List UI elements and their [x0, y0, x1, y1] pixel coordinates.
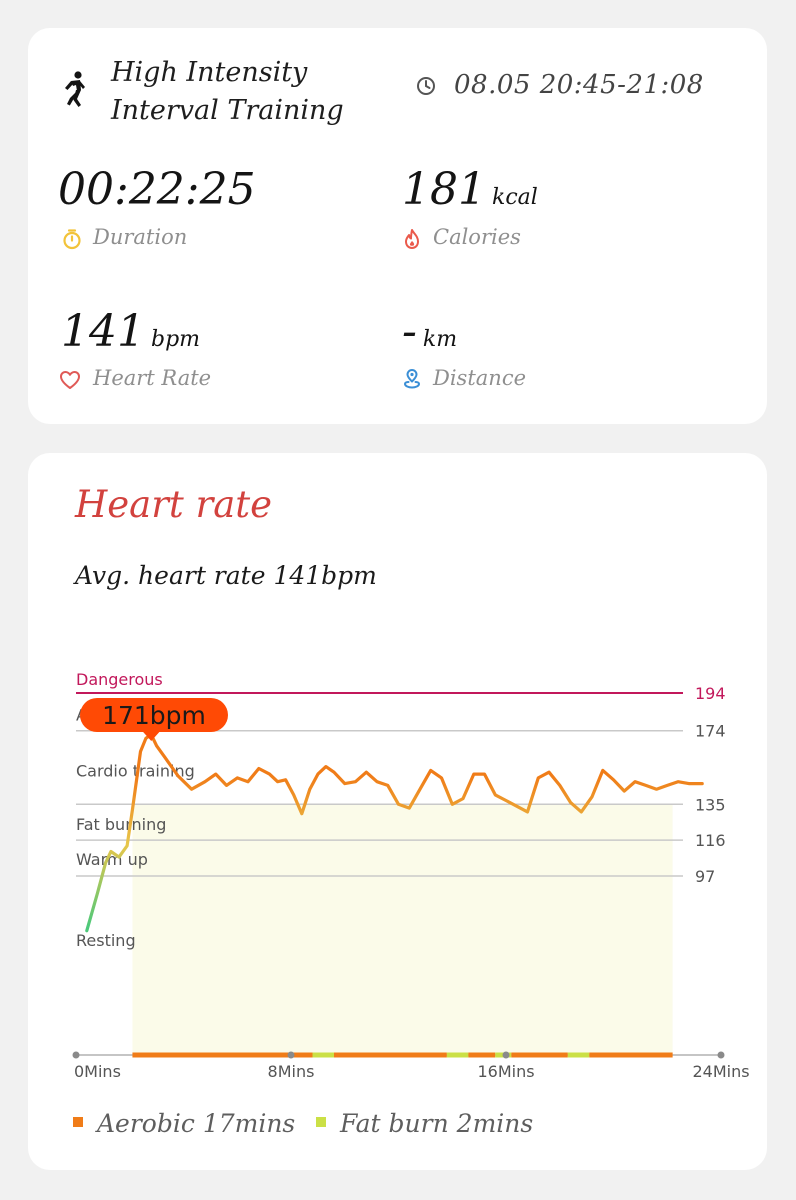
- zone-bar-segment: [312, 1052, 334, 1058]
- aerobic-zone-fill: [132, 804, 673, 1055]
- heart-rate-unit: bpm: [150, 327, 201, 352]
- tooltip-label: 171bpm: [102, 701, 206, 730]
- flame-icon: [405, 229, 419, 249]
- heart-rate-chart[interactable]: 194Dangerous174Anaerobic135Cardio traini…: [28, 453, 767, 1170]
- zone-bar-segment: [334, 1052, 447, 1058]
- location-pin-icon: [404, 369, 421, 389]
- fat-burn-value: 2mins: [456, 1109, 534, 1138]
- heart-rate-title: Heart rate: [75, 483, 273, 526]
- x-tick-label: 8Mins: [268, 1062, 315, 1081]
- anaerobic-threshold-label: 174: [695, 722, 726, 741]
- clock-icon: [417, 77, 435, 95]
- fat-burn-swatch: [316, 1116, 326, 1127]
- workout-title-line1: High Intensity: [111, 57, 308, 88]
- duration-number: 00:22:25: [58, 164, 256, 215]
- cardio-training-zone-label: Cardio training: [76, 761, 195, 780]
- legend-aerobic: Aerobic 17mins: [73, 1109, 295, 1138]
- aerobic-name: Aerobic: [97, 1109, 195, 1138]
- aerobic-value: 17mins: [202, 1109, 296, 1138]
- distance-value: - km: [402, 306, 457, 357]
- tooltip-bubble: [80, 698, 228, 732]
- resting-zone-label: Resting: [76, 931, 136, 950]
- x-tick-label: 24Mins: [692, 1062, 749, 1081]
- distance-number: -: [402, 306, 417, 357]
- duration-value: 00:22:25: [58, 164, 256, 215]
- legend-fat-burn: Fat burn 2mins: [316, 1109, 533, 1138]
- calories-unit: kcal: [491, 185, 538, 210]
- dangerous-zone-label: Dangerous: [76, 670, 163, 689]
- stopwatch-icon: [63, 229, 81, 250]
- zone-bar-segment: [468, 1052, 496, 1058]
- warm-up-zone-label: Warm up: [76, 850, 148, 869]
- distance-label: Distance: [433, 366, 527, 390]
- workout-title: High Intensity Interval Training: [111, 54, 411, 130]
- time-range: 08.05 20:45-21:08: [454, 70, 704, 100]
- duration-label: Duration: [93, 225, 188, 249]
- aerobic-swatch: [73, 1116, 83, 1127]
- heart-rate-card: Heart rate Avg. heart rate 141bpm 194 Dan…: [28, 453, 767, 1170]
- heart-rate-label: Heart Rate: [93, 366, 212, 390]
- zone-bar-segment: [446, 1052, 469, 1058]
- x-tick-label: 16Mins: [477, 1062, 534, 1081]
- calories-label: Calories: [433, 225, 521, 249]
- heart-rate-number: 141: [61, 306, 145, 357]
- heart-icon: [60, 371, 80, 389]
- x-tick-label: 0Mins: [74, 1062, 121, 1081]
- x-tick-dot: [72, 1051, 80, 1059]
- x-tick-dot: [717, 1051, 725, 1059]
- zone-bar-segment: [567, 1052, 590, 1058]
- tooltip-pointer: [142, 731, 161, 741]
- fat-burning-threshold-label: 116: [695, 831, 726, 850]
- running-figure-icon: [65, 71, 85, 107]
- fat-burn-name: Fat burn: [340, 1109, 449, 1138]
- cardio-training-threshold-label: 135: [695, 795, 726, 814]
- calories-number: 181: [402, 164, 486, 215]
- zone-bar-segment: [511, 1052, 568, 1058]
- zone-bar-segment: [132, 1052, 313, 1058]
- avg-heart-rate-text: Avg. heart rate 141bpm: [75, 561, 377, 590]
- x-tick-dot: [502, 1051, 510, 1059]
- x-tick-dot: [287, 1051, 295, 1059]
- distance-unit: km: [422, 327, 458, 352]
- fat-burning-zone-label: Fat burning: [76, 815, 166, 834]
- warm-up-threshold-label: 97: [695, 867, 715, 886]
- heart-rate-line: [85, 732, 704, 933]
- workout-title-line2: Interval Training: [111, 95, 344, 126]
- heart-rate-value: 141 bpm: [61, 306, 200, 357]
- zone-bar-segment: [589, 1052, 673, 1058]
- calories-value: 181 kcal: [402, 164, 538, 215]
- workout-summary-card: High Intensity Interval Training 08.05 2…: [28, 28, 767, 424]
- dangerous-threshold-label: 194: [695, 684, 726, 703]
